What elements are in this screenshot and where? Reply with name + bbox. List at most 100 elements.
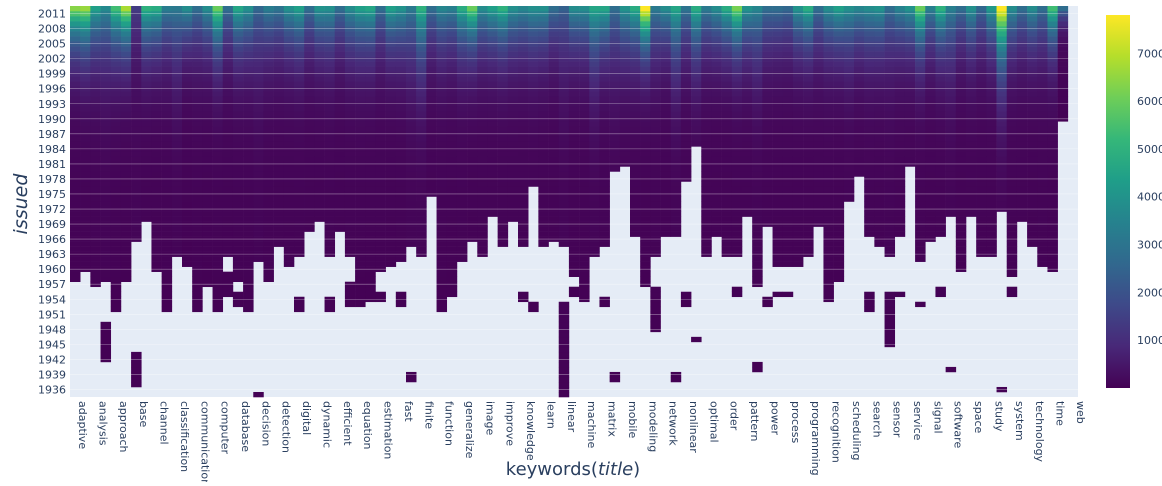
heatmap-cell: [213, 136, 223, 141]
heatmap-cell: [416, 106, 426, 111]
heatmap-cell: [823, 111, 833, 116]
heatmap-cell: [345, 232, 355, 237]
heatmap-cell: [80, 76, 90, 81]
heatmap-cell: [202, 212, 212, 217]
heatmap-cell: [925, 6, 935, 11]
heatmap-cell: [477, 141, 487, 146]
heatmap-cell: [1017, 141, 1027, 146]
heatmap-cell: [141, 51, 151, 56]
heatmap-cell: [162, 151, 172, 156]
heatmap-cell: [762, 66, 772, 71]
heatmap-cell: [671, 202, 681, 207]
heatmap-cell: [406, 151, 416, 156]
heatmap-cell: [325, 227, 335, 232]
heatmap-cell: [864, 21, 874, 26]
heatmap-cell: [487, 141, 497, 146]
heatmap-cell: [70, 81, 80, 86]
y-tick-label: 2002: [38, 53, 66, 66]
heatmap-cell: [813, 111, 823, 116]
heatmap-cell: [681, 121, 691, 126]
heatmap-cell: [314, 166, 324, 171]
heatmap-cell: [284, 217, 294, 222]
heatmap-cell: [895, 156, 905, 161]
heatmap-cell: [691, 61, 701, 66]
heatmap-cell: [162, 292, 172, 297]
heatmap-cell: [131, 382, 141, 387]
heatmap-cell: [966, 126, 976, 131]
heatmap-cell: [131, 81, 141, 86]
heatmap-cell: [773, 66, 783, 71]
heatmap-cell: [386, 181, 396, 186]
heatmap-cell: [223, 242, 233, 247]
heatmap-cell: [925, 16, 935, 21]
heatmap-cell: [274, 181, 284, 186]
heatmap-cell: [834, 96, 844, 101]
heatmap-cell: [834, 277, 844, 282]
heatmap-cell: [854, 156, 864, 161]
heatmap-cell: [834, 136, 844, 141]
heatmap-cell: [773, 21, 783, 26]
heatmap-cell: [121, 156, 131, 161]
heatmap-cell: [599, 36, 609, 41]
heatmap-cell: [396, 217, 406, 222]
heatmap-cell: [365, 287, 375, 292]
heatmap-cell: [111, 196, 121, 201]
heatmap-cell: [640, 21, 650, 26]
heatmap-cell: [172, 151, 182, 156]
heatmap-cell: [406, 377, 416, 382]
heatmap-cell: [864, 156, 874, 161]
heatmap-cell: [111, 16, 121, 21]
heatmap-cell: [701, 217, 711, 222]
heatmap-cell: [325, 61, 335, 66]
heatmap-cell: [314, 21, 324, 26]
x-tick-label: database: [239, 401, 252, 452]
heatmap-cell: [773, 96, 783, 101]
heatmap-cell: [477, 227, 487, 232]
heatmap-cell: [722, 106, 732, 111]
heatmap-cell: [447, 121, 457, 126]
heatmap-cell: [223, 277, 233, 282]
heatmap-cell: [437, 202, 447, 207]
heatmap-cell: [579, 171, 589, 176]
heatmap-cell: [121, 262, 131, 267]
heatmap-cell: [437, 262, 447, 267]
heatmap-cell: [101, 186, 111, 191]
heatmap-cell: [834, 81, 844, 86]
heatmap-cell: [681, 81, 691, 86]
heatmap-cell: [182, 96, 192, 101]
heatmap-cell: [80, 262, 90, 267]
heatmap-cell: [487, 156, 497, 161]
heatmap-cell: [213, 16, 223, 21]
heatmap-cell: [701, 196, 711, 201]
heatmap-cell: [559, 196, 569, 201]
heatmap-cell: [1037, 217, 1047, 222]
heatmap-cell: [803, 232, 813, 237]
heatmap-cell: [976, 181, 986, 186]
heatmap-cell: [671, 66, 681, 71]
heatmap-cell: [610, 66, 620, 71]
heatmap-cell: [233, 46, 243, 51]
heatmap-cell: [956, 61, 966, 66]
heatmap-cell: [182, 171, 192, 176]
heatmap-cell: [976, 186, 986, 191]
heatmap-cell: [477, 106, 487, 111]
heatmap-cell: [956, 46, 966, 51]
heatmap-cell: [233, 91, 243, 96]
heatmap-cell: [854, 151, 864, 156]
heatmap-cell: [762, 217, 772, 222]
heatmap-cell: [752, 196, 762, 201]
heatmap-cell: [325, 302, 335, 307]
heatmap-cell: [253, 227, 263, 232]
heatmap-cell: [834, 212, 844, 217]
heatmap-cell: [956, 6, 966, 11]
heatmap-cell: [447, 166, 457, 171]
heatmap-cell: [487, 36, 497, 41]
heatmap-cell: [172, 51, 182, 56]
heatmap-cell: [854, 136, 864, 141]
heatmap-cell: [976, 217, 986, 222]
heatmap-cell: [549, 16, 559, 21]
heatmap-cell: [935, 91, 945, 96]
heatmap-cell: [752, 76, 762, 81]
heatmap-cell: [70, 36, 80, 41]
heatmap-cell: [477, 31, 487, 36]
